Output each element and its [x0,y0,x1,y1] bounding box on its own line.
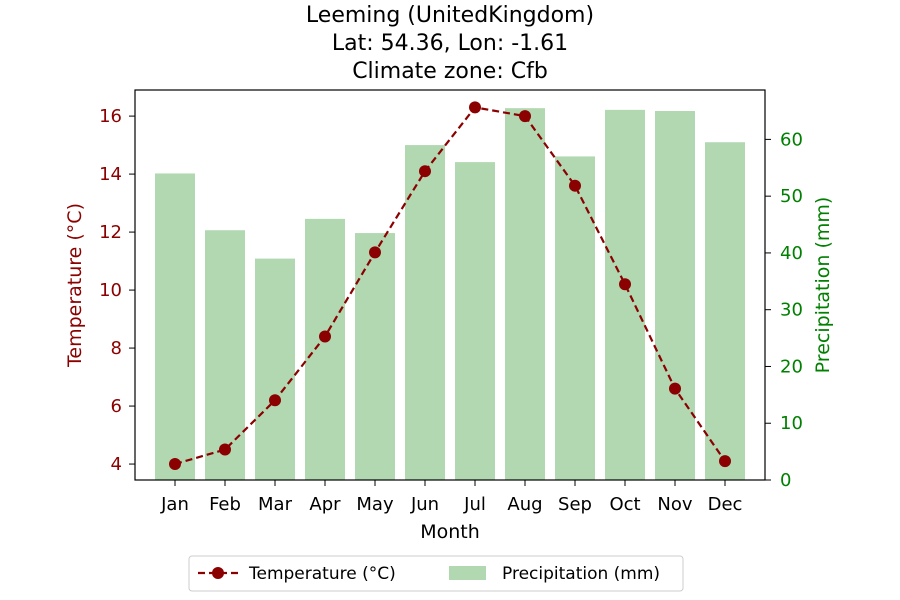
temperature-point-sep [569,179,581,192]
temperature-line-layer [169,101,731,471]
x-tick-label-mar: Mar [258,494,293,515]
temperature-point-apr [319,330,331,343]
y-right-tick-label-20: 20 [780,356,803,377]
x-tick-label-oct: Oct [609,494,640,515]
y-axis-left-title: Temperature (°C) [64,203,86,368]
temperature-point-oct [619,278,631,291]
y-left-tick-label-8: 8 [111,338,122,359]
y-left-tick-label-6: 6 [111,396,122,417]
temperature-point-jun [419,165,431,178]
y-left-tick-label-4: 4 [111,454,122,475]
plot-frame [134,89,766,481]
legend-temperature-marker [212,567,224,579]
x-tick-label-jan: Jan [160,494,189,515]
temperature-point-aug [519,110,531,123]
x-tick-label-aug: Aug [507,494,542,515]
title-line-3: Climate zone: Cfb [352,59,548,84]
x-tick-label-may: May [356,494,394,515]
chart-title: Leeming (UnitedKingdom) Lat: 54.36, Lon:… [306,3,594,84]
precip-bar-dec [705,142,745,480]
legend-precipitation-label: Precipitation (mm) [502,564,660,584]
legend-frame [188,555,684,592]
precip-bar-mar [255,258,295,480]
axis-ticks: Jan Feb Mar Apr May Jun Jul Aug Sep Oct Nov Dec 4 6 8 1… [99,106,803,515]
temperature-point-jan [169,458,181,471]
precip-bar-jul [455,162,495,480]
precip-bar-sep [555,156,595,480]
precip-bar-oct [605,109,645,481]
x-tick-label-jun: Jun [410,494,439,515]
title-line-1: Leeming (UnitedKingdom) [306,3,594,28]
precip-bar-jan [155,173,195,481]
x-tick-label-feb: Feb [209,494,241,515]
title-line-2: Lat: 54.36, Lon: -1.61 [332,31,568,56]
x-tick-label-apr: Apr [309,494,341,515]
y-left-tick-label-12: 12 [99,222,122,243]
temperature-point-nov [669,382,681,395]
precipitation-bars [155,108,745,481]
legend: Temperature (°C) Precipitation (mm) [188,555,684,592]
precip-bar-apr [305,218,345,480]
x-tick-label-nov: Nov [657,494,692,515]
legend-temperature-label: Temperature (°C) [248,564,396,584]
precip-bar-feb [205,230,245,480]
precip-bar-may [355,233,395,480]
precip-bar-nov [655,111,695,480]
y-left-tick-label-10: 10 [99,280,122,301]
temperature-point-jul [469,101,481,114]
x-axis-title: Month [420,521,480,543]
y-axis-right-title: Precipitation (mm) [812,197,834,374]
y-right-tick-label-30: 30 [780,300,803,321]
y-right-tick-label-60: 60 [780,129,803,150]
y-left-tick-label-16: 16 [99,106,122,127]
precip-bar-jun [405,145,445,481]
x-tick-label-jul: Jul [463,494,486,515]
y-right-tick-label-40: 40 [780,243,803,264]
temperature-point-mar [269,394,281,407]
precip-bar-aug [505,108,545,480]
legend-precipitation-swatch [449,566,486,580]
temperature-point-may [369,246,381,259]
y-right-tick-label-50: 50 [780,186,803,207]
temperature-line [174,106,726,466]
x-tick-label-dec: Dec [708,494,743,515]
x-tick-label-sep: Sep [558,494,592,515]
temperature-point-feb [219,443,231,456]
y-right-tick-label-10: 10 [780,413,803,434]
y-left-tick-label-14: 14 [99,164,122,185]
temperature-point-dec [719,455,731,468]
y-right-tick-label-0: 0 [780,470,791,491]
